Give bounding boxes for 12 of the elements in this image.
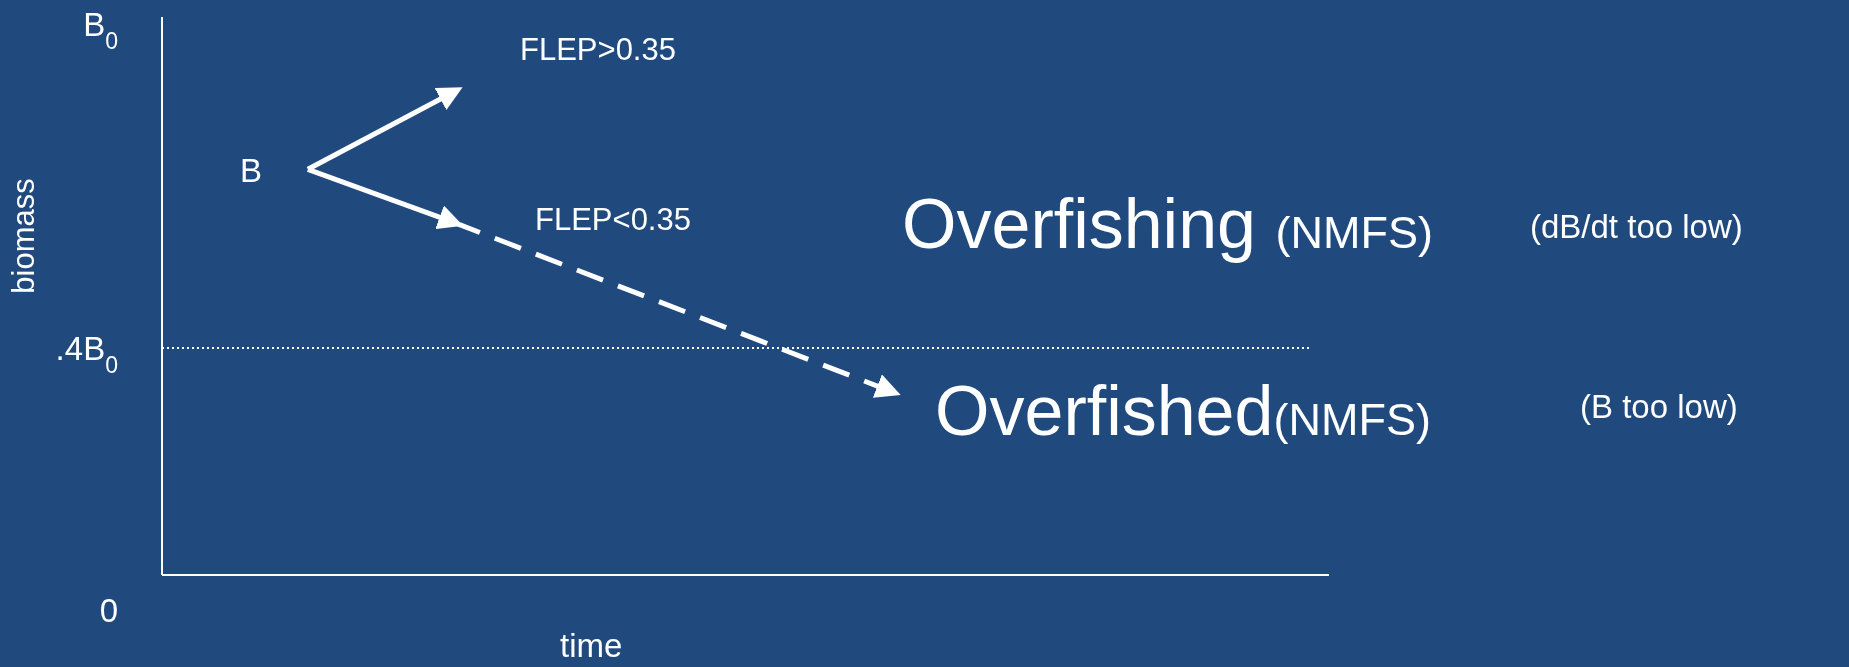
y-axis-title: biomass [6,178,42,294]
annotation: B [239,152,262,189]
text: FLEP<0.35 [535,202,691,237]
text: B$_{0}$ [83,6,118,54]
text: FLEP>0.35 [520,32,676,67]
annotation: Overfishing (NMFS) [902,185,1433,263]
x-axis-title: time [560,627,623,664]
ref-line-label: .4B$_{0}$ [55,329,118,378]
annotation: Overfished(NMFS) [935,372,1431,450]
text: 0 [99,592,118,629]
text: (dB/dt too low) [1530,208,1743,245]
text: (B too low) [1580,388,1738,425]
